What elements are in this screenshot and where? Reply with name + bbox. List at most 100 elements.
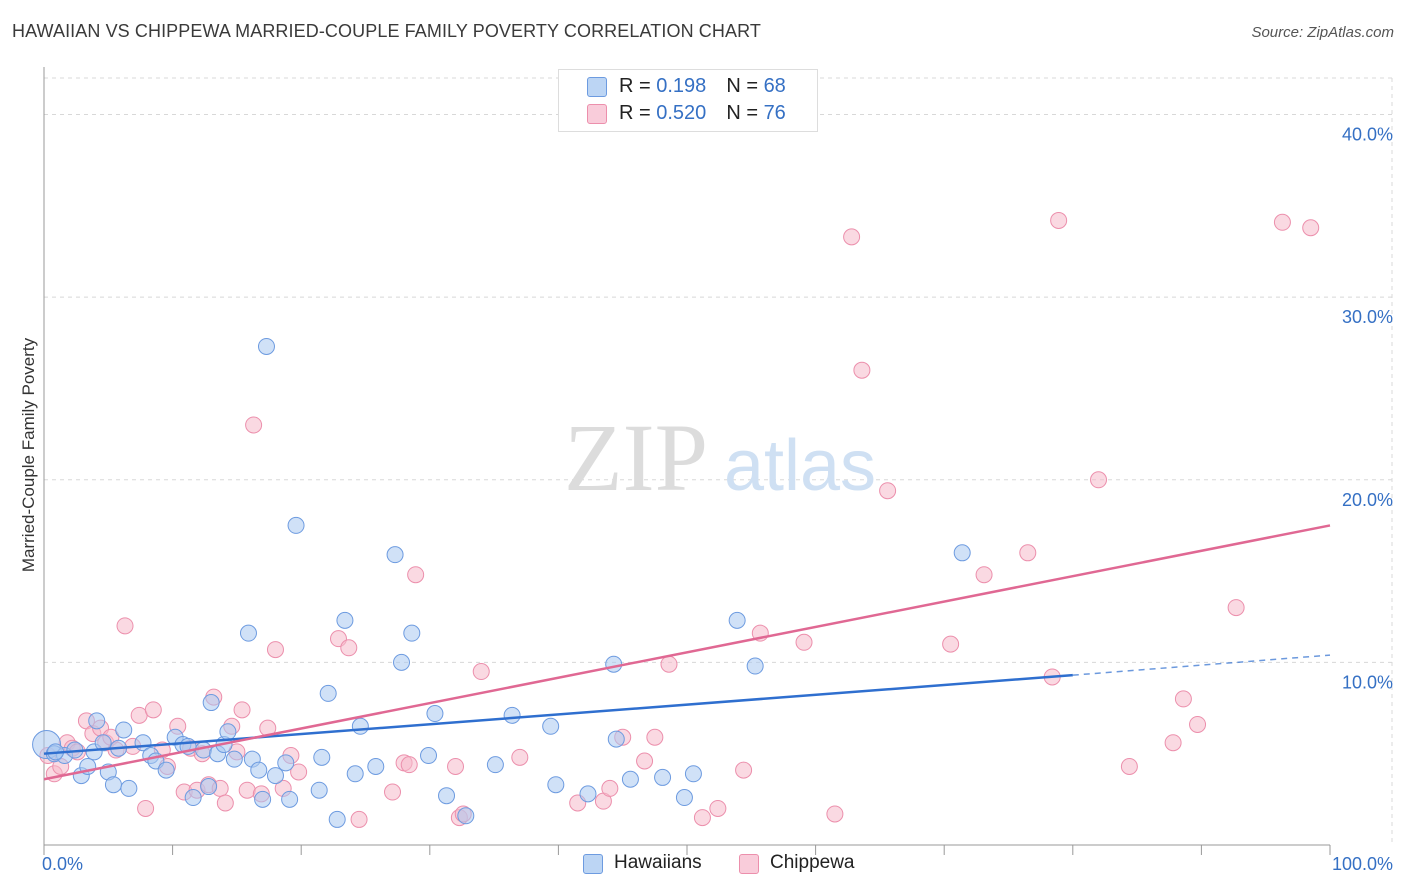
chippewa-point bbox=[1019, 544, 1037, 562]
chippewa-point bbox=[601, 779, 619, 797]
chippewa-point bbox=[1302, 219, 1320, 237]
chippewa-point bbox=[693, 809, 711, 827]
hawaiians-point bbox=[403, 624, 421, 642]
hawaiians-point bbox=[420, 747, 438, 765]
hawaiians-point bbox=[393, 653, 411, 671]
chippewa-point bbox=[384, 783, 402, 801]
hawaiians-point bbox=[319, 684, 337, 702]
chippewa-point bbox=[340, 639, 358, 657]
chippewa-point bbox=[843, 228, 861, 246]
chippewa-point bbox=[826, 805, 844, 823]
chippewa-point bbox=[400, 756, 418, 774]
watermark-zip: ZIP bbox=[564, 404, 708, 511]
chippewa-point bbox=[1174, 690, 1192, 708]
chippewa-point bbox=[216, 794, 234, 812]
trend-layer bbox=[43, 524, 1331, 781]
chippewa-point bbox=[709, 799, 727, 817]
hawaiians-point bbox=[239, 624, 257, 642]
hawaiians-swatch bbox=[587, 77, 607, 97]
legend-n-label: N = bbox=[726, 75, 764, 97]
hawaiians-point bbox=[94, 734, 112, 752]
correlation-legend: R = 0.198 N = 68 R = 0.520 N = 76 bbox=[558, 69, 818, 132]
hawaiians-point bbox=[684, 765, 702, 783]
legend-r-label: R = bbox=[619, 75, 657, 97]
hawaiians-point bbox=[310, 781, 328, 799]
hawaiians-point bbox=[346, 765, 364, 783]
hawaiians-point bbox=[219, 723, 237, 741]
hawaiians-point bbox=[953, 544, 971, 562]
legend-r-label: R = bbox=[619, 102, 657, 124]
chippewa-point bbox=[511, 748, 529, 766]
y-tick-label: 40.0% bbox=[1342, 125, 1393, 145]
hawaiians-point bbox=[607, 730, 625, 748]
chippewa-point bbox=[660, 655, 678, 673]
x-tick-label-min: 0.0% bbox=[42, 854, 83, 874]
grid-layer bbox=[44, 77, 1393, 845]
chippewa-point bbox=[942, 635, 960, 653]
legend-r-value: 0.198 bbox=[656, 75, 707, 97]
chippewa-point bbox=[447, 757, 465, 775]
chippewa-point bbox=[1120, 757, 1138, 775]
y-tick-label: 10.0% bbox=[1342, 672, 1393, 692]
points-layer bbox=[32, 211, 1320, 828]
chippewa-legend-swatch bbox=[739, 854, 759, 874]
chippewa-trendline bbox=[43, 524, 1331, 781]
hawaiians-point bbox=[542, 717, 560, 735]
hawaiians-point bbox=[277, 754, 295, 772]
hawaiians-point bbox=[225, 750, 243, 768]
hawaiians-point bbox=[654, 768, 672, 786]
hawaiians-point bbox=[675, 789, 693, 807]
hawaiians-point bbox=[104, 776, 122, 794]
chippewa-point bbox=[735, 761, 753, 779]
chippewa-point bbox=[233, 701, 251, 719]
hawaiians-point bbox=[426, 705, 444, 723]
hawaiians-point bbox=[386, 546, 404, 564]
hawaiians-point bbox=[115, 721, 133, 739]
hawaiians-point bbox=[746, 657, 764, 675]
chart-title: HAWAIIAN VS CHIPPEWA MARRIED-COUPLE FAMI… bbox=[12, 21, 761, 41]
chippewa-swatch bbox=[587, 104, 607, 124]
legend-n-label: N = bbox=[726, 102, 764, 124]
x-tick-label-max: 100.0% bbox=[1332, 854, 1393, 874]
hawaiians-point bbox=[457, 807, 475, 825]
chippewa-point bbox=[1227, 599, 1245, 617]
hawaiians-point bbox=[503, 706, 521, 724]
chippewa-point bbox=[245, 416, 263, 434]
chippewa-point bbox=[290, 763, 308, 781]
chippewa-point bbox=[1090, 471, 1108, 489]
legend-n-value: 68 bbox=[763, 75, 786, 97]
hawaiians-point bbox=[257, 337, 275, 355]
hawaiians-point bbox=[281, 790, 299, 808]
chippewa-point bbox=[795, 633, 813, 651]
hawaiians-point bbox=[728, 611, 746, 629]
chippewa-point bbox=[137, 799, 155, 817]
chippewa-point bbox=[1273, 213, 1291, 231]
hawaiians-point bbox=[367, 757, 385, 775]
hawaiians-point bbox=[336, 611, 354, 629]
hawaiians-point bbox=[120, 779, 138, 797]
chippewa-point bbox=[636, 752, 654, 770]
chippewa-point bbox=[238, 781, 256, 799]
y-tick-label: 20.0% bbox=[1342, 490, 1393, 510]
chippewa-point bbox=[1189, 715, 1207, 733]
hawaiians-point bbox=[254, 790, 272, 808]
chippewa-point bbox=[266, 641, 284, 659]
chippewa-legend-label: Chippewa bbox=[770, 852, 855, 873]
hawaiians-point bbox=[486, 756, 504, 774]
hawaiians-point bbox=[351, 717, 369, 735]
hawaiians-point bbox=[200, 778, 218, 796]
chippewa-point bbox=[407, 566, 425, 584]
hawaiians-point bbox=[438, 787, 456, 805]
hawaiians-point bbox=[266, 767, 284, 785]
watermark-atlas: atlas bbox=[724, 426, 876, 506]
hawaiians-point bbox=[605, 655, 623, 673]
hawaiians-legend-label: Hawaiians bbox=[614, 852, 702, 873]
chippewa-point bbox=[853, 361, 871, 379]
chippewa-point bbox=[1164, 734, 1182, 752]
hawaiians-point bbox=[88, 712, 106, 730]
y-tick-label: 30.0% bbox=[1342, 307, 1393, 327]
hawaiians-point bbox=[547, 776, 565, 794]
chart-source: Source: ZipAtlas.com bbox=[1251, 24, 1394, 41]
hawaiians-point bbox=[250, 761, 268, 779]
